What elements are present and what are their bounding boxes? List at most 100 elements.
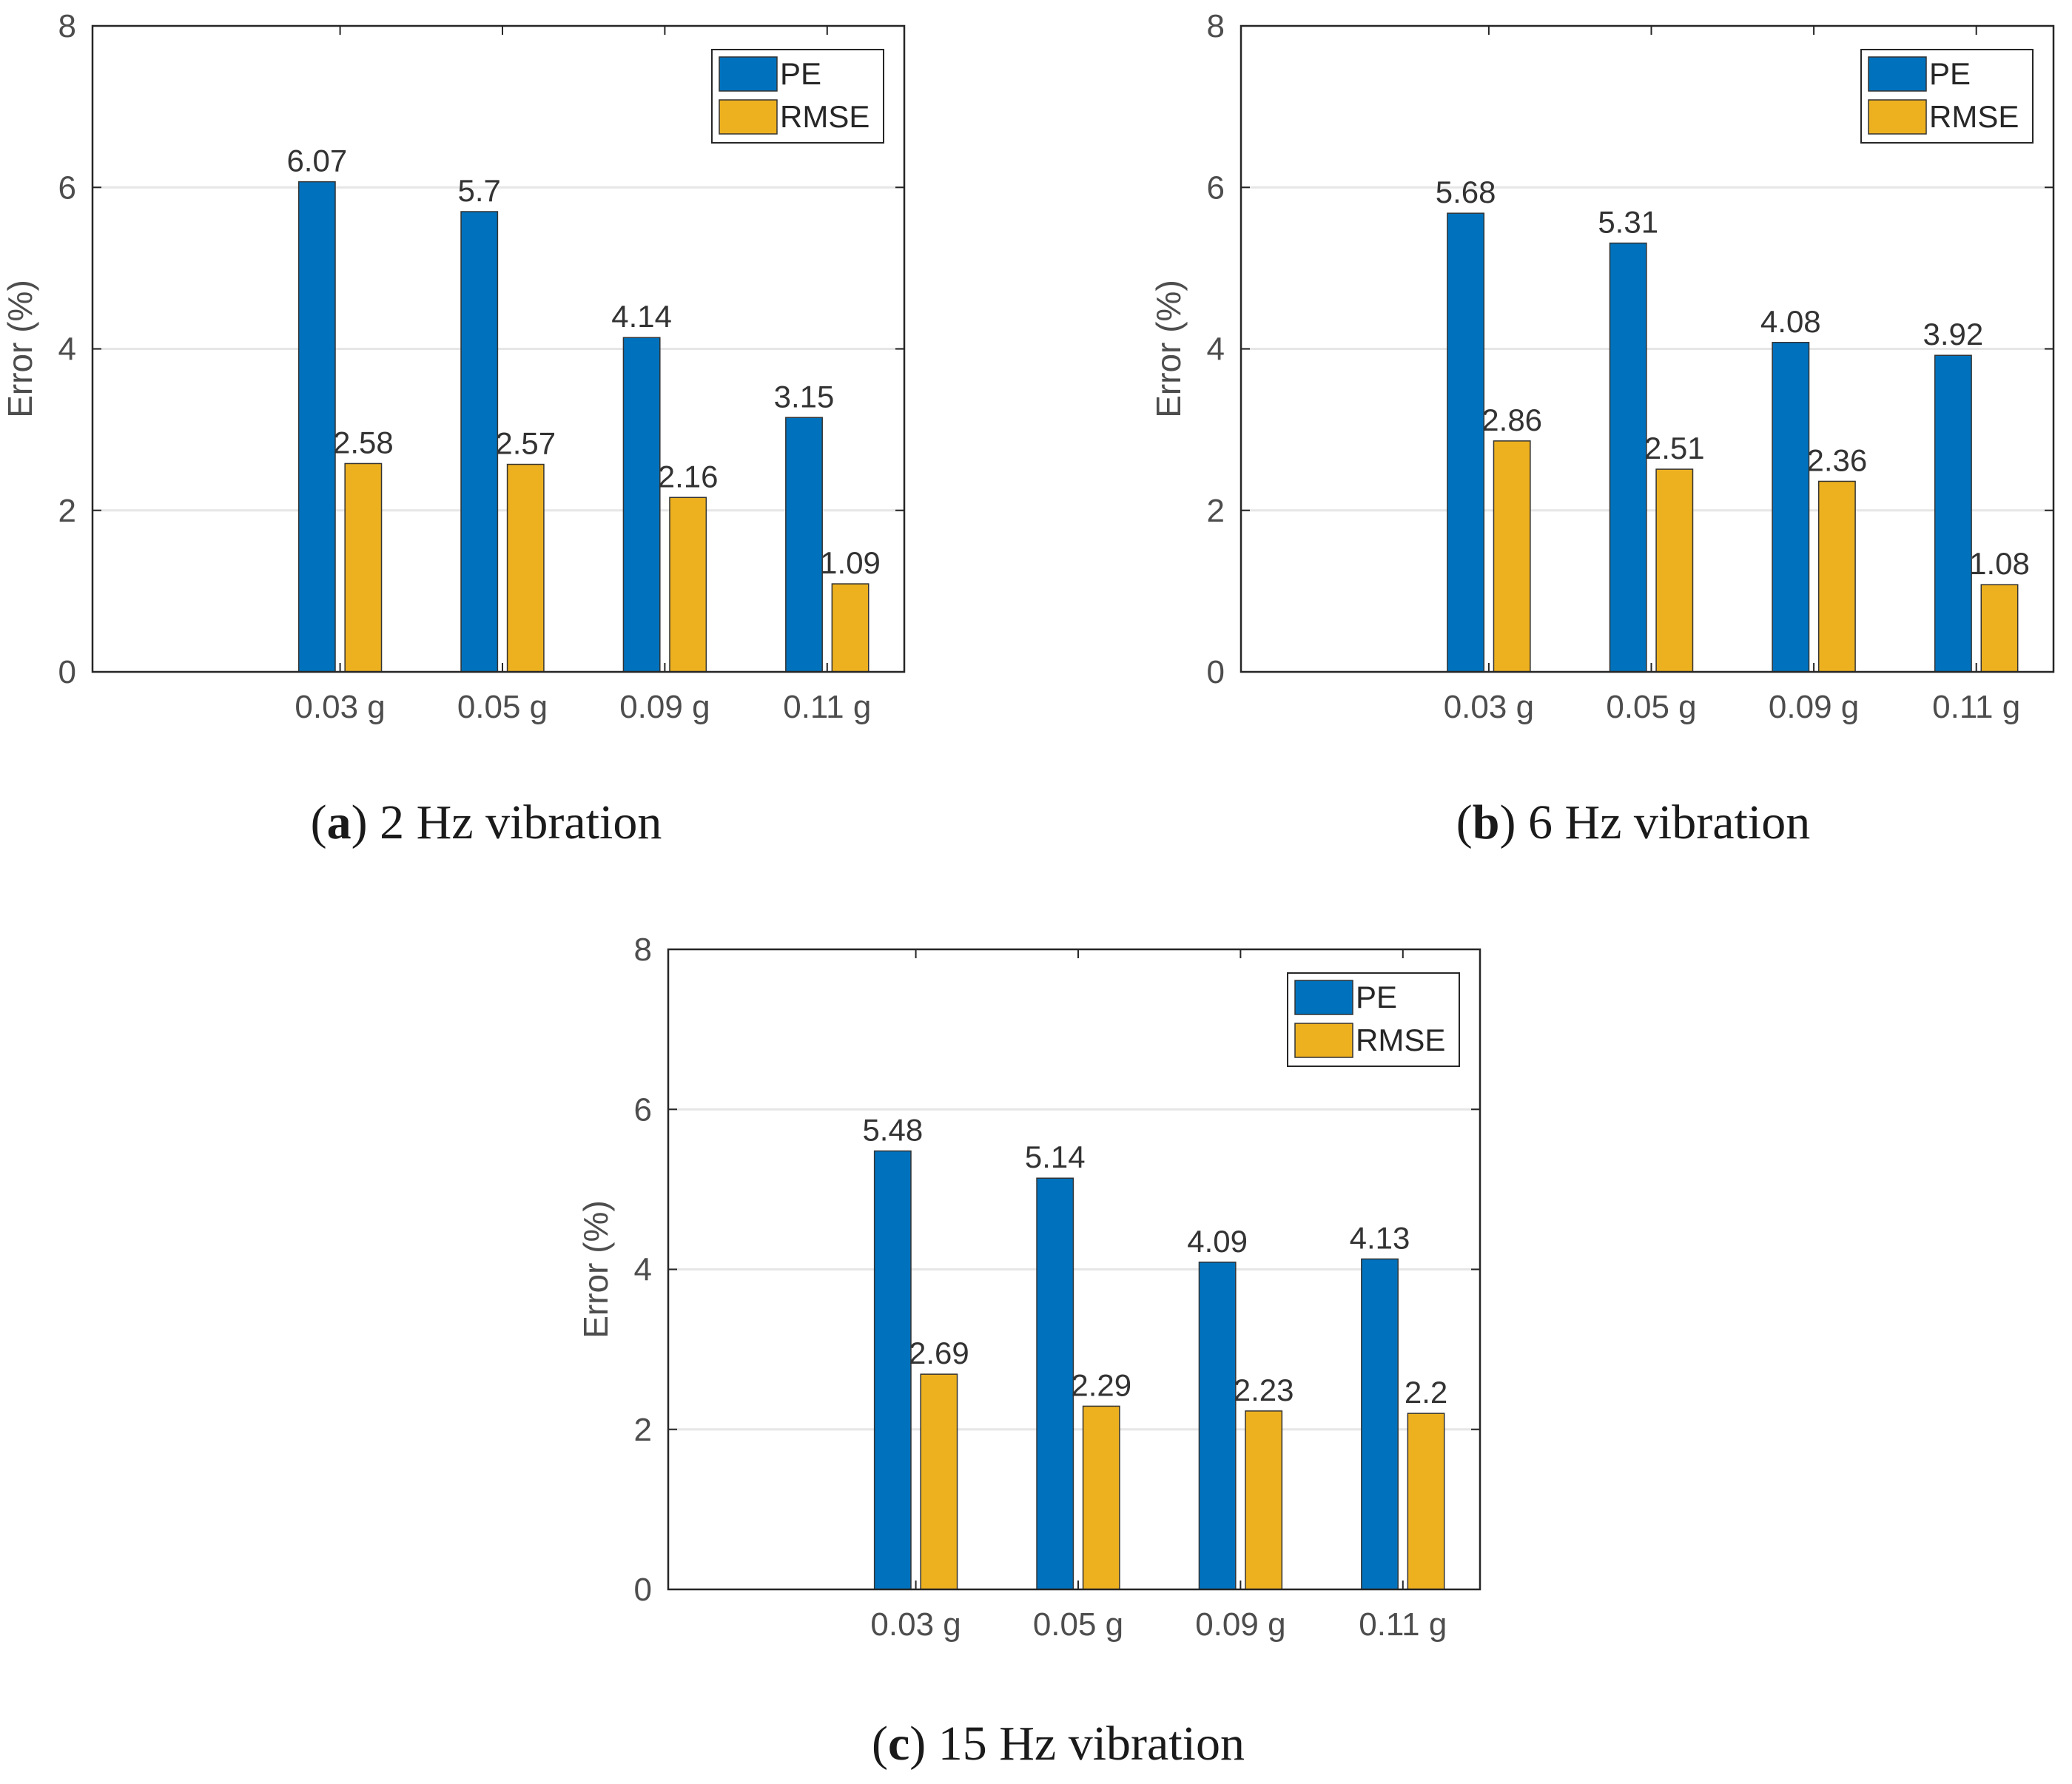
x-tick-label: 0.03 g xyxy=(295,689,385,725)
axes-frame xyxy=(91,24,906,673)
data-label-pe-2: 5.14 xyxy=(1025,1140,1086,1174)
data-label-rmse-4: 1.08 xyxy=(1969,546,2030,581)
bar-rmse-4 xyxy=(1407,1413,1445,1590)
bar-pe-3 xyxy=(622,337,661,673)
y-axis-label: Error (%) xyxy=(1149,280,1188,418)
x-tick-label: 0.09 g xyxy=(619,689,710,725)
y-tick-label: 6 xyxy=(1207,169,1225,206)
data-label-pe-4: 4.13 xyxy=(1350,1220,1410,1255)
data-label-rmse-1: 2.69 xyxy=(909,1336,969,1370)
caption-text: 2 Hz vibration xyxy=(368,795,662,849)
bar-pe-4 xyxy=(1934,354,1972,673)
bar-rmse-4 xyxy=(831,583,870,673)
data-label-rmse-2: 2.51 xyxy=(1644,431,1705,465)
caption-text: 6 Hz vibration xyxy=(1516,795,1810,849)
data-label-pe-4: 3.92 xyxy=(1923,317,1984,351)
data-label-rmse-3: 2.23 xyxy=(1234,1373,1294,1407)
y-tick-label: 8 xyxy=(634,932,652,968)
caption-letter: b xyxy=(1473,795,1500,849)
data-label-pe-1: 5.68 xyxy=(1436,175,1496,209)
legend-swatch-rmse xyxy=(719,99,778,135)
y-tick-label: 0 xyxy=(1207,654,1225,690)
data-label-rmse-1: 2.86 xyxy=(1481,403,1542,437)
caption-letter: c xyxy=(888,1717,909,1771)
x-tick-label: 0.03 g xyxy=(1444,689,1534,725)
bar-pe-4 xyxy=(1361,1258,1399,1590)
bar-pe-2 xyxy=(460,211,499,673)
caption-open: ( xyxy=(872,1717,888,1771)
data-label-rmse-2: 2.57 xyxy=(495,426,556,461)
data-label-pe-3: 4.09 xyxy=(1187,1224,1248,1259)
legend-swatch-pe xyxy=(719,56,778,92)
caption-close: ) xyxy=(1499,795,1516,849)
data-label-pe-3: 4.14 xyxy=(611,299,672,334)
data-label-rmse-2: 2.29 xyxy=(1071,1367,1131,1402)
data-label-rmse-4: 2.2 xyxy=(1405,1375,1447,1410)
y-tick-label: 2 xyxy=(58,493,76,529)
x-tick-label: 0.11 g xyxy=(1359,1606,1447,1643)
x-tick-label: 0.05 g xyxy=(1033,1606,1123,1643)
y-axis-label: Error (%) xyxy=(1,280,39,418)
x-tick-label: 0.11 g xyxy=(1932,689,2020,725)
y-tick-label: 4 xyxy=(58,331,76,368)
legend-label-pe: PE xyxy=(1929,56,1971,91)
chart-panel-b: 0 2 4 6 8 5.68 5.31 4.08 3.92 2.86 2.51 2.36 1.08 0.0… xyxy=(1149,8,2055,849)
bar-rmse-3 xyxy=(1245,1410,1283,1590)
legend: PE RMSE xyxy=(1860,49,2034,144)
bar-rmse-3 xyxy=(669,497,707,673)
y-tick-label: 2 xyxy=(634,1412,652,1448)
bar-pe-1 xyxy=(873,1150,912,1590)
data-label-rmse-3: 2.16 xyxy=(658,459,719,494)
y-tick-label: 2 xyxy=(1207,493,1225,529)
bar-pe-3 xyxy=(1772,342,1810,673)
data-label-rmse-4: 1.09 xyxy=(820,545,881,580)
y-tick-label: 6 xyxy=(634,1091,652,1128)
chart-panel-a: 0 2 4 6 8 6.07 5.7 4.14 3.15 2.58 2.57 2.16 1.09 0.03… xyxy=(1,8,906,849)
y-axis-label: Error (%) xyxy=(576,1200,615,1339)
legend-label-rmse: RMSE xyxy=(780,99,870,134)
data-label-rmse-3: 2.36 xyxy=(1807,442,1868,477)
panel-caption: (a) 2 Hz vibration xyxy=(311,795,662,849)
caption-letter: a xyxy=(327,795,352,849)
y-tick-label: 8 xyxy=(1207,8,1225,44)
y-tick-label: 4 xyxy=(1207,331,1225,368)
legend-swatch-pe xyxy=(1868,56,1927,92)
x-tick-label: 0.09 g xyxy=(1769,689,1859,725)
x-tick-label: 0.05 g xyxy=(457,689,548,725)
legend-label-rmse: RMSE xyxy=(1356,1023,1445,1057)
panel-caption: (b) 6 Hz vibration xyxy=(1456,795,1810,849)
x-tick-label: 0.11 g xyxy=(783,689,871,725)
y-tick-label: 4 xyxy=(634,1252,652,1288)
legend-swatch-rmse xyxy=(1868,99,1927,135)
bar-pe-1 xyxy=(1447,212,1485,673)
y-tick-label: 6 xyxy=(58,169,76,206)
data-label-pe-2: 5.31 xyxy=(1598,205,1658,240)
bar-pe-3 xyxy=(1198,1262,1237,1590)
data-label-rmse-1: 2.58 xyxy=(333,425,394,460)
caption-close: ) xyxy=(352,795,368,849)
bar-rmse-1 xyxy=(344,462,383,673)
data-label-pe-4: 3.15 xyxy=(774,379,835,414)
legend: PE RMSE xyxy=(711,49,884,144)
data-label-pe-2: 5.7 xyxy=(458,173,501,208)
x-tick-label: 0.09 g xyxy=(1195,1606,1285,1643)
bar-rmse-1 xyxy=(1493,440,1531,673)
bar-rmse-1 xyxy=(920,1373,958,1590)
caption-open: ( xyxy=(1456,795,1473,849)
axes-frame xyxy=(1240,24,2055,673)
y-tick-label: 8 xyxy=(58,8,76,44)
bar-pe-2 xyxy=(1609,242,1647,673)
bar-rmse-3 xyxy=(1817,480,1856,673)
chart-panel-c: 0 2 4 6 8 5.48 5.14 4.09 4.13 2.69 2.29 2.23 2.2 0.03… xyxy=(576,932,1481,1771)
bar-pe-1 xyxy=(297,181,336,673)
data-label-pe-3: 4.08 xyxy=(1760,304,1821,339)
legend-swatch-rmse xyxy=(1294,1023,1353,1058)
legend-label-pe: PE xyxy=(1356,980,1397,1014)
legend-swatch-pe xyxy=(1294,980,1353,1015)
legend-label-pe: PE xyxy=(780,56,821,91)
legend: PE RMSE xyxy=(1287,972,1460,1067)
bar-rmse-2 xyxy=(506,463,545,673)
caption-close: ) xyxy=(909,1717,926,1771)
caption-open: ( xyxy=(311,795,327,849)
